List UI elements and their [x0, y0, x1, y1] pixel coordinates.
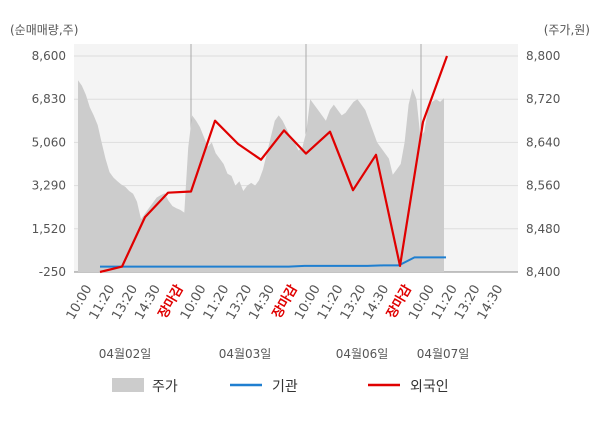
left-tick-label: 1,520 — [32, 222, 66, 236]
legend-institution-label: 기관 — [272, 379, 298, 395]
right-tick-label: 8,720 — [526, 92, 560, 106]
date-labels: 04월02일 04월03일 04월06일 04월07일 — [99, 347, 470, 361]
left-axis-unit: (순매매량,주) — [10, 23, 78, 37]
right-axis-unit: (주가,원) — [544, 23, 590, 37]
right-tick-label: 8,480 — [526, 222, 560, 236]
left-tick-label: 6,830 — [32, 92, 66, 106]
date-label: 04월02일 — [99, 347, 152, 361]
left-tick-label: -250 — [39, 265, 66, 279]
right-tick-label: 8,640 — [526, 135, 560, 149]
flow-series — [99, 55, 449, 274]
right-tick-label: 8,400 — [526, 265, 560, 279]
date-label: 04월07일 — [417, 347, 470, 361]
legend: 주가 기관 외국인 — [112, 378, 449, 395]
left-axis: 8,600 6,830 5,060 3,290 1,520 -250 — [32, 49, 66, 279]
x-axis: 10:0011:2013:2014:30장마감10:0011:2013:2014… — [64, 282, 507, 322]
legend-price-swatch — [112, 378, 144, 392]
price-series — [78, 80, 444, 272]
left-tick-label: 3,290 — [32, 179, 66, 193]
right-tick-label: 8,800 — [526, 49, 560, 63]
price-area — [78, 80, 444, 272]
institution-line — [100, 256, 446, 268]
right-axis: 8,800 8,720 8,640 8,560 8,480 8,400 — [526, 49, 560, 279]
right-tick-label: 8,560 — [526, 179, 560, 193]
foreign-line — [99, 55, 449, 274]
date-label: 04월03일 — [219, 347, 272, 361]
legend-foreign-label: 외국인 — [410, 379, 449, 395]
legend-price-label: 주가 — [152, 379, 178, 395]
date-label: 04월06일 — [336, 347, 389, 361]
left-tick-label: 5,060 — [32, 135, 66, 149]
left-tick-label: 8,600 — [32, 49, 66, 63]
